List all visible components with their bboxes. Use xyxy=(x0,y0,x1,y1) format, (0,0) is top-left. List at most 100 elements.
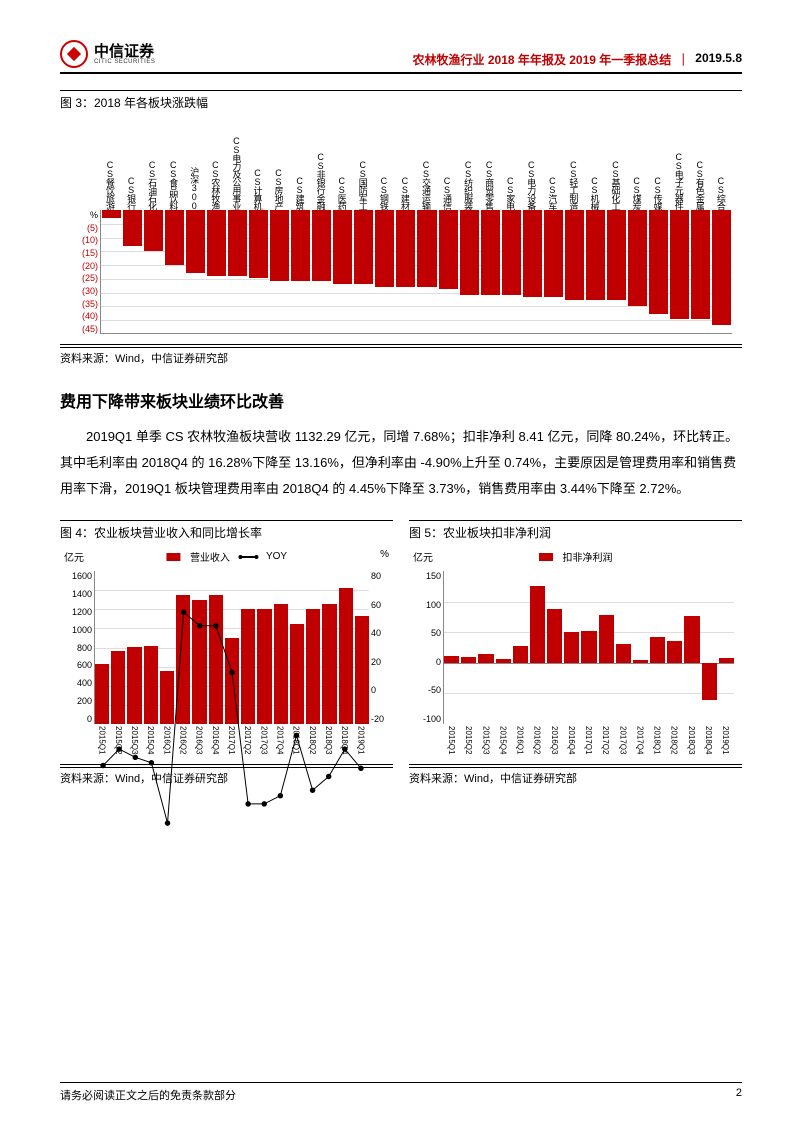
chart5-bar xyxy=(633,660,648,663)
chart3-bar xyxy=(333,210,352,284)
chart4-category-label: 2016Q3 xyxy=(191,726,207,764)
chart3-category-label: CS银行 xyxy=(121,125,142,210)
chart4-category-label: 2016Q2 xyxy=(175,726,191,764)
logo-text-cn: 中信证券 xyxy=(94,44,155,59)
chart3-category-label: CS钢铁 xyxy=(374,125,395,210)
chart4-category-label: 2015Q1 xyxy=(94,726,110,764)
chart3-category-label: CS商贸零售 xyxy=(479,125,500,210)
chart4-caption: 图 4：农业板块营业收入和同比增长率 xyxy=(60,520,393,541)
chart3-category-label: CS轻工制造 xyxy=(563,125,584,210)
legend-bar-label: 营业收入 xyxy=(190,549,230,564)
chart3-category-label: CS机械 xyxy=(584,125,605,210)
chart5-category-label: 2016Q2 xyxy=(529,726,546,764)
chart4: 亿元 % 营业收入 YOY 16001400120010008006004002… xyxy=(60,545,393,765)
chart4-category-label: 2018Q3 xyxy=(320,726,336,764)
report-date: 2019.5.8 xyxy=(695,51,742,68)
chart5-bar xyxy=(513,646,528,663)
chart5-category-label: 2015Q4 xyxy=(494,726,511,764)
chart5-bar xyxy=(702,663,717,700)
chart3-category-label: CS建筑 xyxy=(290,125,311,210)
chart3-category-label: CS医药 xyxy=(332,125,353,210)
chart3: CS餐饮旅游CS银行CS石油石化CS食品饮料沪深300CS农林牧渔CS电力及公用… xyxy=(60,115,742,345)
chart3-bar xyxy=(712,210,731,325)
chart3-category-label: CS餐饮旅游 xyxy=(100,125,121,210)
chart5: 亿元 扣非净利润 150100500-50-100 2015Q12015Q220… xyxy=(409,545,742,765)
chart3-bar xyxy=(228,210,247,276)
chart3-category-label: CS房地产 xyxy=(269,125,290,210)
chart5-category-label: 2015Q2 xyxy=(460,726,477,764)
chart3-category-label: CS电力设备 xyxy=(521,125,542,210)
chart3-bar xyxy=(144,210,163,251)
chart4-left-unit: 亿元 xyxy=(64,549,84,564)
chart5-bar xyxy=(530,586,545,663)
chart3-bar xyxy=(502,210,521,295)
legend-line-label: YOY xyxy=(266,551,287,562)
chart3-bar xyxy=(417,210,436,287)
separator: ｜ xyxy=(677,51,689,68)
chart3-bar xyxy=(249,210,268,278)
chart5-category-label: 2018Q2 xyxy=(666,726,683,764)
legend-bar-swatch xyxy=(539,553,553,561)
chart5-bar xyxy=(667,641,682,662)
chart3-category-label: CS综合 xyxy=(711,125,732,210)
chart5-bar xyxy=(581,631,596,663)
chart3-category-label: CS传媒 xyxy=(648,125,669,210)
chart5-bar xyxy=(616,644,631,662)
chart3-category-label: CS交通运输 xyxy=(416,125,437,210)
chart5-category-label: 2018Q1 xyxy=(649,726,666,764)
chart3-category-label: CS电子元器件 xyxy=(669,125,690,210)
chart5-category-label: 2015Q1 xyxy=(443,726,460,764)
chart3-bar xyxy=(586,210,605,300)
chart3-bar xyxy=(354,210,373,284)
section-paragraph: 2019Q1 单季 CS 农林牧渔板块营收 1132.29 亿元，同增 7.68… xyxy=(60,424,742,502)
chart3-bar xyxy=(649,210,668,314)
chart5-category-label: 2016Q3 xyxy=(546,726,563,764)
chart3-bar xyxy=(691,210,710,319)
chart5-category-label: 2018Q3 xyxy=(683,726,700,764)
chart3-bar xyxy=(375,210,394,287)
chart5-category-label: 2017Q4 xyxy=(631,726,648,764)
chart5-category-label: 2016Q1 xyxy=(512,726,529,764)
chart4-category-label: 2015Q2 xyxy=(110,726,126,764)
header-title-block: 农林牧渔行业 2018 年年报及 2019 年一季报总结 ｜ 2019.5.8 xyxy=(413,51,742,68)
page-number: 2 xyxy=(736,1087,742,1103)
chart5-caption: 图 5：农业板块扣非净利润 xyxy=(409,520,742,541)
chart3-source: 资料来源：Wind，中信证券研究部 xyxy=(60,347,742,366)
chart3-category-label: CS通信 xyxy=(437,125,458,210)
page-footer: 请务必阅读正文之后的免责条款部分 2 xyxy=(60,1082,742,1103)
chart3-bar xyxy=(439,210,458,289)
chart5-category-label: 2016Q4 xyxy=(563,726,580,764)
chart3-category-label: 沪深300 xyxy=(184,125,205,210)
chart4-category-label: 2017Q2 xyxy=(240,726,256,764)
chart3-category-label: CS石油石化 xyxy=(142,125,163,210)
chart4-category-label: 2019Q1 xyxy=(353,726,369,764)
chart5-bar xyxy=(547,609,562,663)
chart3-bar xyxy=(481,210,500,295)
chart4-category-label: 2018Q1 xyxy=(288,726,304,764)
chart3-bar xyxy=(565,210,584,300)
section-heading: 费用下降带来板块业绩环比改善 xyxy=(60,388,742,412)
chart4-category-label: 2017Q1 xyxy=(223,726,239,764)
chart5-bar xyxy=(496,659,511,663)
chart5-bar xyxy=(684,616,699,663)
chart4-right-unit: % xyxy=(380,549,389,560)
chart3-category-label: CS煤炭 xyxy=(627,125,648,210)
legend-line-swatch xyxy=(240,556,256,558)
chart3-category-label: CS建材 xyxy=(395,125,416,210)
chart3-category-label: CS农林牧渔 xyxy=(205,125,226,210)
chart3-category-label: CS纺织服装 xyxy=(458,125,479,210)
chart5-legend: 扣非净利润 xyxy=(539,549,613,564)
chart3-category-label: CS电力及公用事业 xyxy=(226,125,247,210)
chart4-category-label: 2015Q3 xyxy=(126,726,142,764)
chart3-bar xyxy=(607,210,626,300)
chart3-bar xyxy=(544,210,563,297)
footer-disclaimer: 请务必阅读正文之后的免责条款部分 xyxy=(60,1087,236,1103)
chart4-category-label: 2017Q4 xyxy=(272,726,288,764)
chart3-bar xyxy=(670,210,689,319)
chart5-bar xyxy=(461,657,476,663)
chart5-bar xyxy=(444,656,459,663)
chart5-bar xyxy=(478,654,493,663)
chart3-category-label: CS家电 xyxy=(500,125,521,210)
chart3-category-label: CS汽车 xyxy=(542,125,563,210)
chart5-bar xyxy=(719,658,734,663)
